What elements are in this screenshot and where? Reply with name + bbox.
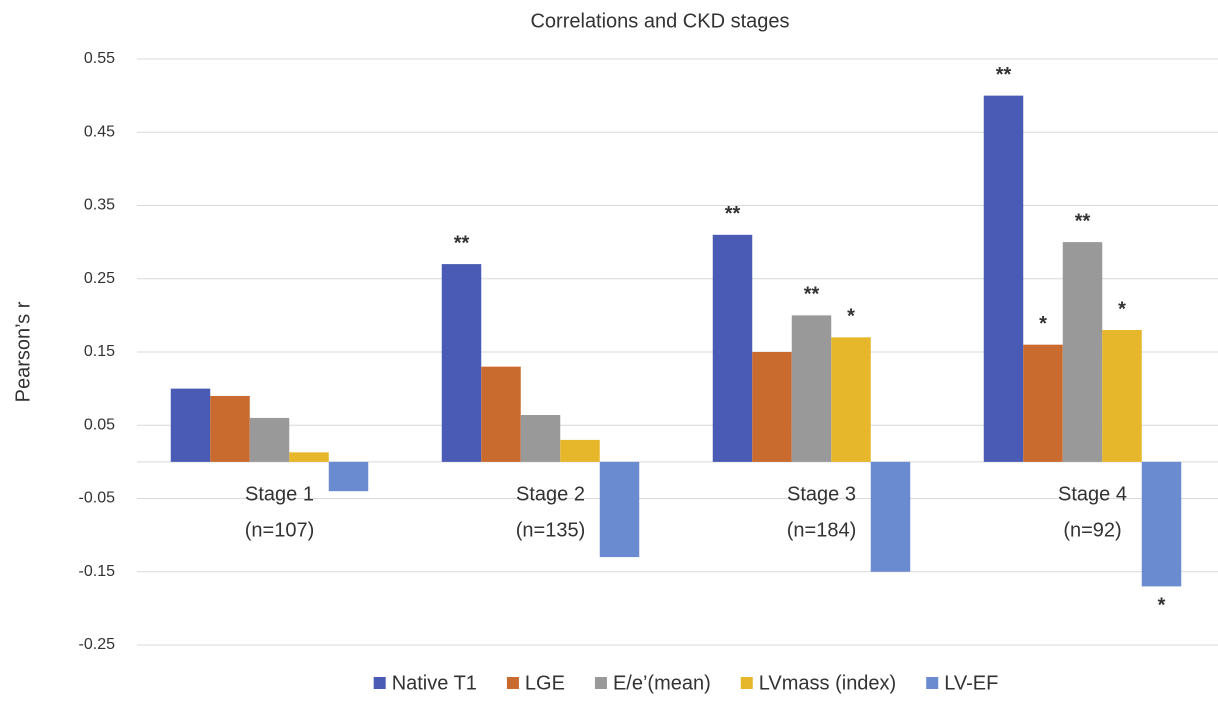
significance-label: **	[454, 232, 470, 254]
x-tick-label: (n=92)	[1063, 519, 1121, 541]
bar	[249, 417, 290, 462]
y-tick-label: 0.55	[84, 50, 115, 67]
legend-label: LGE	[525, 672, 565, 694]
bar	[870, 461, 911, 572]
x-tick-label: (n=184)	[787, 519, 857, 541]
significance-label: *	[847, 306, 855, 328]
legend-swatch	[594, 677, 607, 689]
legend-swatch	[373, 677, 386, 689]
bar	[520, 414, 561, 462]
bar	[1023, 344, 1063, 462]
bar	[328, 461, 369, 492]
y-tick-label: 0.05	[84, 416, 115, 433]
y-tick-label: 0.15	[84, 343, 115, 360]
bar	[599, 461, 640, 558]
bar	[983, 95, 1024, 462]
bar	[289, 452, 329, 462]
y-tick-label: 0.45	[84, 123, 115, 140]
legend-swatch	[926, 677, 939, 689]
y-tick-label: -0.05	[79, 490, 116, 507]
y-tick-label: -0.25	[79, 636, 116, 653]
x-tick-label: Stage 1	[245, 483, 314, 505]
bar	[170, 388, 211, 462]
significance-label: **	[996, 64, 1012, 86]
significance-label: **	[804, 284, 820, 306]
bar	[791, 315, 832, 462]
bar	[1102, 330, 1142, 462]
legend-label: E/e’(mean)	[613, 672, 711, 694]
bar	[560, 439, 600, 462]
legend-swatch	[740, 677, 753, 689]
bar	[481, 366, 521, 462]
x-tick-label: (n=107)	[245, 519, 315, 541]
x-tick-label: (n=135)	[516, 519, 586, 541]
bar	[712, 234, 753, 462]
significance-label: *	[1118, 298, 1126, 320]
chart-title: Correlations and CKD stages	[530, 10, 789, 32]
y-tick-label: 0.35	[84, 197, 115, 214]
y-tick-label: 0.25	[84, 270, 115, 287]
legend-label: Native T1	[392, 672, 477, 694]
bar	[752, 352, 792, 462]
legend-label: LVmass (index)	[759, 672, 896, 694]
significance-label: *	[1158, 595, 1166, 617]
bar	[831, 337, 871, 462]
legend-swatch	[506, 677, 519, 689]
x-tick-label: Stage 3	[787, 483, 856, 505]
bar	[1062, 242, 1103, 462]
x-tick-label: Stage 4	[1058, 483, 1127, 505]
bar	[441, 264, 482, 462]
bar	[210, 395, 250, 462]
y-axis-label: Pearson’s r	[12, 301, 34, 402]
bar	[1141, 461, 1182, 587]
y-tick-label: -0.15	[79, 563, 116, 580]
x-tick-label: Stage 2	[516, 483, 585, 505]
legend-label: LV-EF	[944, 672, 998, 694]
significance-label: **	[725, 203, 741, 225]
significance-label: *	[1039, 313, 1047, 335]
significance-label: **	[1075, 210, 1091, 232]
